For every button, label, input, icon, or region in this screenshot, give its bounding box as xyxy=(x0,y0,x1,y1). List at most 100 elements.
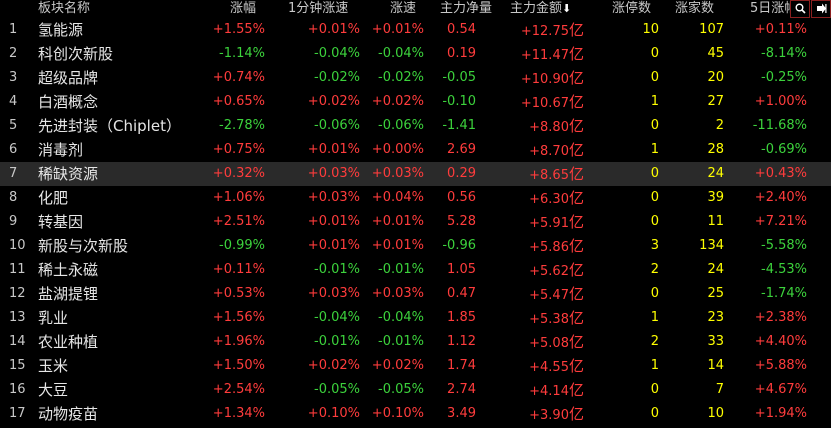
sector-name: 动物疫苗 xyxy=(38,405,99,423)
limit-up-value: 0 xyxy=(650,190,659,205)
main-amount-unit: 亿 xyxy=(568,189,584,207)
search-icon[interactable] xyxy=(790,0,810,18)
main-amount-unit: 亿 xyxy=(568,45,584,63)
speed-value: +0.01% xyxy=(371,214,424,229)
header-change-5d[interactable]: 5日涨幅 xyxy=(750,1,798,16)
table-row[interactable]: 2 科创次新股 -1.14% -0.04% -0.04% 0.19 +11.47亿 0 45 -8… xyxy=(0,42,831,66)
table-row[interactable]: 17 动物疫苗 +1.34% +0.10% +0.10% 3.49 +3.90亿 0 10 +1.… xyxy=(0,402,831,426)
main-amount-number: +10.90 xyxy=(520,72,569,87)
table-header: 板块名称 涨幅 1分钟涨速 涨速 主力净量 主力金额⬇ 涨停数 涨家数 5日涨幅 xyxy=(0,0,831,18)
speed-1min-value: -0.04% xyxy=(314,46,360,61)
speed-value: +0.04% xyxy=(371,190,424,205)
rise-count-value: 107 xyxy=(699,22,724,37)
main-amount-unit: 亿 xyxy=(568,285,584,303)
limit-up-value: 1 xyxy=(650,358,659,373)
header-name[interactable]: 板块名称 xyxy=(38,1,91,16)
header-change[interactable]: 涨幅 xyxy=(230,1,257,16)
table-row[interactable]: 9 转基因 +2.51% +0.01% +0.01% 5.28 +5.91亿 0 11 +7.21… xyxy=(0,210,831,234)
main-amount-value: +5.62亿 xyxy=(500,258,584,284)
speed-1min-value: +0.01% xyxy=(307,142,360,157)
main-amount-value: +10.67亿 xyxy=(500,90,584,116)
table-row[interactable]: 13 乳业 +1.56% -0.04% -0.04% 1.85 +5.38亿 1 23 +2.38… xyxy=(0,306,831,330)
row-index: 16 xyxy=(9,382,26,397)
table-row[interactable]: 10 新股与次新股 -0.99% +0.01% +0.01% -0.96 +5.86亿 3 13… xyxy=(0,234,831,258)
table-row[interactable]: 1 氢能源 +1.55% +0.01% +0.01% 0.54 +12.75亿 10 107 +0… xyxy=(0,18,831,42)
limit-up-value: 0 xyxy=(650,118,659,133)
main-amount-number: +8.80 xyxy=(529,120,569,135)
change-5d-value: +5.88% xyxy=(754,358,807,373)
header-speed-1min[interactable]: 1分钟涨速 xyxy=(288,1,349,16)
sector-name: 农业种植 xyxy=(38,333,99,351)
main-amount-value: +8.65亿 xyxy=(500,162,584,188)
table-row[interactable]: 6 消毒剂 +0.75% +0.01% +0.00% 2.69 +8.70亿 1 28 -0.69… xyxy=(0,138,831,162)
table-row[interactable]: 12 盐湖提锂 +0.53% +0.03% +0.03% 0.47 +5.47亿 0 25 -1.… xyxy=(0,282,831,306)
main-amount-value: +5.08亿 xyxy=(500,330,584,356)
change-value: -2.78% xyxy=(219,118,265,133)
table-row[interactable]: 7 稀缺资源 +0.32% +0.03% +0.03% 0.29 +8.65亿 0 24 +0.4… xyxy=(0,162,831,186)
limit-up-value: 1 xyxy=(650,142,659,157)
row-index: 12 xyxy=(9,286,26,301)
table-row[interactable]: 16 大豆 +2.54% -0.05% -0.05% 2.74 +4.14亿 0 7 +4.67% xyxy=(0,378,831,402)
header-speed[interactable]: 涨速 xyxy=(390,1,417,16)
change-value: +0.53% xyxy=(212,286,265,301)
limit-up-value: 0 xyxy=(650,286,659,301)
speed-1min-value: -0.04% xyxy=(314,310,360,325)
row-index: 4 xyxy=(9,94,18,109)
main-amount-value: +6.30亿 xyxy=(500,186,584,212)
net-inflow-value: -1.41 xyxy=(442,118,476,133)
main-amount-value: +5.47亿 xyxy=(500,282,584,308)
header-main-amount[interactable]: 主力金额⬇ xyxy=(510,0,571,18)
row-index: 2 xyxy=(9,46,18,61)
speed-1min-value: +0.02% xyxy=(307,358,360,373)
sector-name: 大豆 xyxy=(38,381,69,399)
net-inflow-value: 0.54 xyxy=(447,22,476,37)
sector-name: 科创次新股 xyxy=(38,45,114,63)
change-5d-value: +4.67% xyxy=(754,382,807,397)
change-value: +2.51% xyxy=(212,214,265,229)
limit-up-value: 0 xyxy=(650,70,659,85)
main-amount-number: +5.08 xyxy=(529,336,569,351)
speed-1min-value: +0.03% xyxy=(307,190,360,205)
speed-value: +0.03% xyxy=(371,286,424,301)
change-5d-value: -1.74% xyxy=(761,286,807,301)
change-5d-value: +0.43% xyxy=(754,166,807,181)
table-row[interactable]: 15 玉米 +1.50% +0.02% +0.02% 1.74 +4.55亿 1 14 +5.88… xyxy=(0,354,831,378)
sector-name: 超级品牌 xyxy=(38,69,99,87)
change-value: +1.34% xyxy=(212,406,265,421)
speed-value: +0.01% xyxy=(371,238,424,253)
rise-count-value: 2 xyxy=(715,118,724,133)
row-index: 14 xyxy=(9,334,26,349)
change-5d-value: +4.40% xyxy=(754,334,807,349)
change-value: +0.65% xyxy=(212,94,265,109)
row-index: 9 xyxy=(9,214,18,229)
table-row[interactable]: 5 先进封装（Chiplet） -2.78% -0.06% -0.06% -1.41 +8.… xyxy=(0,114,831,138)
header-rise-count[interactable]: 涨家数 xyxy=(675,1,715,16)
table-row[interactable]: 4 白酒概念 +0.65% +0.02% +0.02% -0.10 +10.67亿 1 27 +1… xyxy=(0,90,831,114)
table-row[interactable]: 8 化肥 +1.06% +0.03% +0.04% 0.56 +6.30亿 0 39 +2.40% xyxy=(0,186,831,210)
main-amount-value: +12.75亿 xyxy=(500,18,584,44)
speed-value: +0.02% xyxy=(371,358,424,373)
limit-up-value: 0 xyxy=(650,214,659,229)
main-amount-unit: 亿 xyxy=(568,93,584,111)
table-row[interactable]: 14 农业种植 +1.96% -0.01% -0.01% 1.12 +5.08亿 2 33 +4.… xyxy=(0,330,831,354)
main-amount-number: +5.62 xyxy=(529,264,569,279)
header-net-inflow[interactable]: 主力净量 xyxy=(440,1,493,16)
speed-value: -0.04% xyxy=(378,310,424,325)
limit-up-value: 1 xyxy=(650,310,659,325)
speed-1min-value: +0.03% xyxy=(307,286,360,301)
table-row[interactable]: 3 超级品牌 +0.74% -0.02% -0.02% -0.05 +10.90亿 0 20 -0… xyxy=(0,66,831,90)
speed-value: -0.06% xyxy=(378,118,424,133)
net-inflow-value: 5.28 xyxy=(447,214,476,229)
arrow-right-icon[interactable] xyxy=(811,0,831,18)
main-amount-unit: 亿 xyxy=(568,141,584,159)
main-amount-value: +5.38亿 xyxy=(500,306,584,332)
main-amount-value: +10.90亿 xyxy=(500,66,584,92)
main-amount-value: +4.55亿 xyxy=(500,354,584,380)
row-index: 8 xyxy=(9,190,18,205)
speed-value: +0.02% xyxy=(371,94,424,109)
header-limit-up[interactable]: 涨停数 xyxy=(612,1,652,16)
table-row[interactable]: 11 稀土永磁 +0.11% -0.01% -0.01% 1.05 +5.62亿 2 24 -4.… xyxy=(0,258,831,282)
sector-name: 消毒剂 xyxy=(38,141,84,159)
speed-1min-value: +0.01% xyxy=(307,214,360,229)
header-main-amount-label: 主力金额 xyxy=(510,1,563,16)
